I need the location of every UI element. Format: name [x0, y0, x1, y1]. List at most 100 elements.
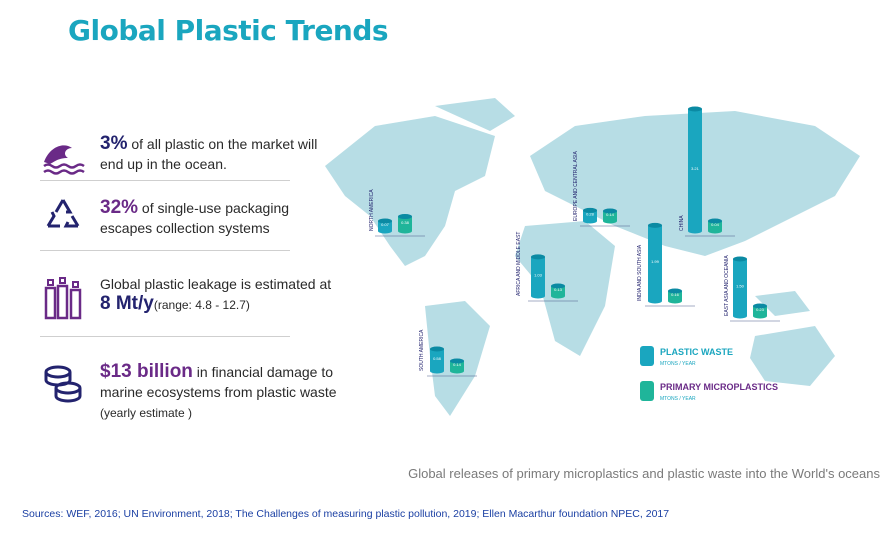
- north-america: [325, 116, 495, 266]
- waste-bar-2-value: 0.28: [586, 212, 595, 217]
- greenland: [435, 98, 515, 131]
- micro-bar-6: 0.14: [450, 358, 464, 374]
- micro-bar-4-bottom: [708, 228, 722, 234]
- region-label: NORTH AMERICA: [369, 189, 375, 231]
- region-label: INDIA AND SOUTH ASIA: [637, 244, 643, 301]
- waste-bar-2-bottom: [583, 218, 597, 224]
- legend-waste-label: PLASTIC WASTE: [660, 347, 733, 357]
- micro-bar-6-top: [450, 358, 464, 364]
- micro-bar-3-top: [668, 288, 682, 294]
- waste-bar-4-body: [688, 109, 702, 231]
- micro-bar-4-value: 0.04: [711, 222, 720, 227]
- micro-bar-4-top: [708, 218, 722, 224]
- fact-packaging-text-b: escapes collection systems: [100, 220, 270, 236]
- region-label: CHINA: [679, 215, 685, 231]
- waste-bar-5-top: [733, 256, 747, 262]
- plastic-bottles-icon: [44, 277, 82, 320]
- fact-leakage-text-b: (range: 4.8 - 12.7): [153, 298, 250, 312]
- waste-bar-1-bottom: [531, 293, 545, 299]
- micro-bar-4: 0.04: [708, 218, 722, 234]
- south-america: [425, 301, 490, 416]
- waste-bar-2: 0.28: [583, 207, 597, 224]
- waste-bar-6-bottom: [430, 368, 444, 374]
- waste-bar-2-top: [583, 207, 597, 213]
- fact-ocean-text-a: of all plastic on the market will: [127, 136, 318, 152]
- fact-damage-text-a: in financial damage to: [192, 364, 334, 380]
- region-label: EAST ASIA AND OCEANIA: [724, 255, 730, 316]
- waste-bar-3: 1.99: [648, 222, 662, 304]
- waste-bar-4-bottom: [688, 228, 702, 234]
- micro-bar-6-body: [450, 361, 464, 371]
- micro-bar-2-top: [603, 208, 617, 214]
- ocean-wave-icon: [43, 145, 85, 175]
- micro-bar-0: 0.38: [398, 214, 412, 234]
- micro-bar-1-value: 0.13: [554, 287, 563, 292]
- micro-bar-3-value: 0.16: [671, 292, 680, 297]
- micro-bar-6-bottom: [450, 368, 464, 374]
- legend-swatch-micro: [640, 381, 654, 401]
- micro-bar-0-value: 0.38: [401, 220, 410, 225]
- waste-bar-5: 1.50: [733, 256, 747, 319]
- coins-icon: [44, 365, 82, 403]
- micro-bar-0-top: [398, 214, 412, 220]
- micro-bar-5-bottom: [753, 313, 767, 319]
- fact-leakage-highlight: 8 Mt/y: [100, 293, 154, 314]
- sources-footnote: Sources: WEF, 2016; UN Environment, 2018…: [22, 508, 670, 520]
- micro-bar-1: 0.13: [551, 283, 565, 299]
- region-label: SOUTH AMERICA: [419, 329, 425, 371]
- region-bars: 0.07 0.38 NORTH AMERICA 1.03 0.13 AFRICA AND …: [369, 106, 780, 377]
- fact-damage-highlight: $13 billion: [100, 361, 193, 382]
- divider: [40, 336, 290, 337]
- legend-waste-unit: MTONS / YEAR: [660, 361, 696, 367]
- waste-bar-6-body: [430, 348, 444, 371]
- waste-bar-3-body: [648, 225, 662, 301]
- micro-bar-2: 0.14: [603, 208, 617, 224]
- fact-packaging-text-a: of single-use packaging: [138, 200, 290, 216]
- waste-bar-6-top: [430, 346, 444, 352]
- legend-swatch-waste: [640, 346, 654, 366]
- map-legend: PLASTIC WASTE MTONS / YEAR PRIMARY MICRO…: [640, 346, 778, 402]
- waste-bar-6: 0.58: [430, 346, 444, 374]
- micro-bar-5-value: 0.23: [756, 307, 765, 312]
- fact-leakage-text-a: Global plastic leakage is estimated at: [100, 276, 332, 292]
- micro-bar-3-bottom: [668, 298, 682, 304]
- islands: [755, 291, 810, 316]
- legend-micro-label: PRIMARY MICROPLASTICS: [660, 382, 778, 392]
- continents: [325, 98, 860, 416]
- micro-bar-3-body: [668, 291, 682, 301]
- micro-bar-0-bottom: [398, 228, 412, 234]
- micro-bar-5: 0.23: [753, 303, 767, 319]
- micro-bar-5-top: [753, 303, 767, 309]
- page-title: Global Plastic Trends: [68, 14, 389, 47]
- map-caption: Global releases of primary microplastics…: [408, 466, 880, 481]
- waste-bar-4: 3.21: [688, 106, 702, 234]
- micro-bar-3: 0.16: [668, 288, 682, 304]
- region-label: EUROPE AND CENTRAL ASIA: [573, 151, 579, 221]
- micro-bar-1-top: [551, 283, 565, 289]
- fact-packaging-highlight: 32%: [100, 197, 139, 218]
- australia: [750, 326, 835, 386]
- waste-bar-1-top: [531, 254, 545, 260]
- micro-bar-2-value: 0.14: [606, 212, 615, 217]
- world-map: 0.07 0.38 NORTH AMERICA 1.03 0.13 AFRICA AND …: [325, 98, 860, 416]
- micro-bar-4-body: [708, 221, 722, 231]
- micro-bar-2-body: [603, 211, 617, 221]
- micro-bar-6-value: 0.14: [453, 362, 462, 367]
- divider: [40, 180, 290, 181]
- divider: [40, 250, 290, 251]
- waste-bar-1: 1.03: [531, 254, 545, 299]
- micro-bar-1-bottom: [551, 293, 565, 299]
- fact-ocean-text-b: end up in the ocean.: [100, 156, 227, 172]
- fact-damage-text-c: (yearly estimate ): [100, 406, 193, 420]
- micro-bar-1-body: [551, 286, 565, 296]
- legend-micro-unit: MTONS / YEAR: [660, 396, 696, 402]
- waste-bar-1-body: [531, 256, 545, 296]
- waste-bar-0-bottom: [378, 228, 392, 234]
- waste-bar-5-body: [733, 259, 747, 316]
- waste-bar-1-value: 1.03: [534, 272, 543, 277]
- recycle-icon: [46, 199, 80, 228]
- waste-bar-4-value: 3.21: [691, 166, 700, 171]
- waste-bar-3-bottom: [648, 298, 662, 304]
- fact-damage-text-b: marine ecosystems from plastic waste: [100, 384, 337, 400]
- waste-bar-2-body: [583, 210, 597, 221]
